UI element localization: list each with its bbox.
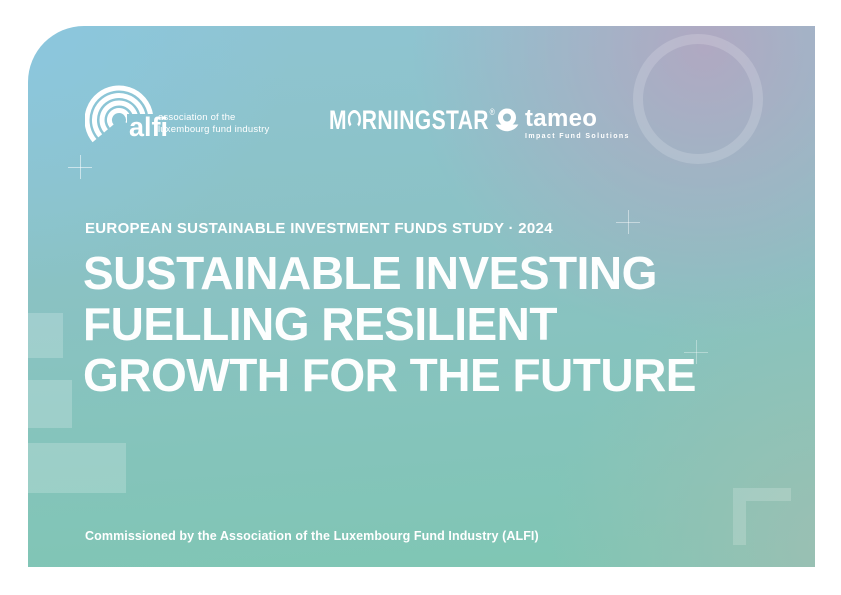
registered-trademark-symbol: ® (489, 107, 496, 117)
commissioned-by-text: Commissioned by the Association of the L… (85, 529, 539, 543)
left-edge-rectangle (28, 313, 63, 358)
morningstar-wordmark-suffix: RNINGSTAR (361, 105, 489, 135)
page-title: SUSTAINABLE INVESTING FUELLING RESILIENT… (83, 247, 697, 401)
alfi-arcs-icon: alfi (84, 85, 168, 143)
plus-mark-icon (616, 210, 640, 234)
corner-bracket-decoration (733, 488, 791, 545)
alfi-tagline-line1: association of the (158, 112, 236, 123)
left-edge-rectangle (28, 443, 126, 493)
morningstar-wordmark-prefix: M (329, 105, 347, 135)
tameo-ring-icon (495, 108, 519, 132)
left-edge-rectangle (28, 380, 72, 428)
cover-card: alfi association of the luxembourg fund … (28, 26, 815, 567)
plus-mark-icon (684, 340, 708, 364)
title-line-1: SUSTAINABLE INVESTING (83, 247, 657, 299)
title-line-2: FUELLING RESILIENT (83, 298, 558, 350)
tameo-logo: tameo Impact Fund Solutions (494, 107, 630, 140)
title-line-3: GROWTH FOR THE FUTURE (83, 349, 697, 401)
study-eyebrow-label: EUROPEAN SUSTAINABLE INVESTMENT FUNDS ST… (85, 220, 553, 237)
tameo-tagline: Impact Fund Solutions (525, 133, 630, 140)
alfi-tagline: association of the luxembourg fund indus… (158, 112, 269, 136)
alfi-tagline-line2: luxembourg fund industry (158, 124, 270, 135)
alfi-wordmark: alfi (129, 112, 168, 142)
ring-circle-decoration (633, 34, 763, 164)
morningstar-logo: M RNINGSTAR ® (329, 105, 496, 135)
morningstar-o-arc-icon (347, 110, 361, 129)
alfi-logo: alfi (84, 68, 189, 151)
tameo-wordmark: tameo (525, 105, 598, 132)
plus-mark-icon (68, 155, 92, 179)
